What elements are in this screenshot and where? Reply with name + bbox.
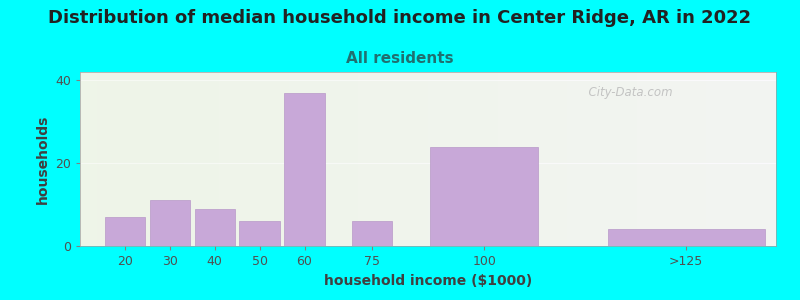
X-axis label: household income ($1000): household income ($1000) — [324, 274, 532, 288]
Bar — [184, 72, 202, 246]
Bar — [376, 72, 394, 246]
Bar — [341, 72, 358, 246]
Bar — [115, 72, 132, 246]
Bar — [550, 72, 567, 246]
Bar — [446, 72, 462, 246]
Bar — [637, 72, 654, 246]
Bar — [428, 72, 446, 246]
Bar — [672, 72, 689, 246]
Bar — [237, 72, 254, 246]
Bar — [533, 72, 550, 246]
Bar — [567, 72, 585, 246]
Bar — [608, 230, 765, 246]
Bar — [352, 221, 392, 246]
Bar — [602, 72, 619, 246]
Bar — [98, 72, 115, 246]
Bar — [480, 72, 498, 246]
Bar — [284, 93, 325, 246]
Bar — [80, 72, 98, 246]
Bar — [654, 72, 672, 246]
Bar — [105, 217, 145, 246]
Bar — [132, 72, 150, 246]
Bar — [742, 72, 758, 246]
Bar — [202, 72, 219, 246]
Bar — [619, 72, 637, 246]
Bar — [706, 72, 724, 246]
Bar — [323, 72, 341, 246]
Bar — [498, 72, 515, 246]
Bar — [724, 72, 742, 246]
Bar — [150, 72, 167, 246]
Bar — [358, 72, 376, 246]
Bar — [462, 72, 480, 246]
Bar — [194, 209, 235, 246]
Bar — [689, 72, 706, 246]
Bar — [219, 72, 237, 246]
Bar — [306, 72, 323, 246]
Bar — [167, 72, 184, 246]
Bar — [410, 72, 428, 246]
Text: Distribution of median household income in Center Ridge, AR in 2022: Distribution of median household income … — [49, 9, 751, 27]
Bar — [430, 147, 538, 246]
Y-axis label: households: households — [35, 114, 50, 204]
Text: City-Data.com: City-Data.com — [581, 86, 673, 99]
Bar — [239, 221, 280, 246]
Bar — [515, 72, 533, 246]
Bar — [289, 72, 306, 246]
Bar — [150, 200, 190, 246]
Bar — [271, 72, 289, 246]
Bar — [394, 72, 410, 246]
Bar — [585, 72, 602, 246]
Bar — [758, 72, 776, 246]
Bar — [254, 72, 271, 246]
Text: All residents: All residents — [346, 51, 454, 66]
